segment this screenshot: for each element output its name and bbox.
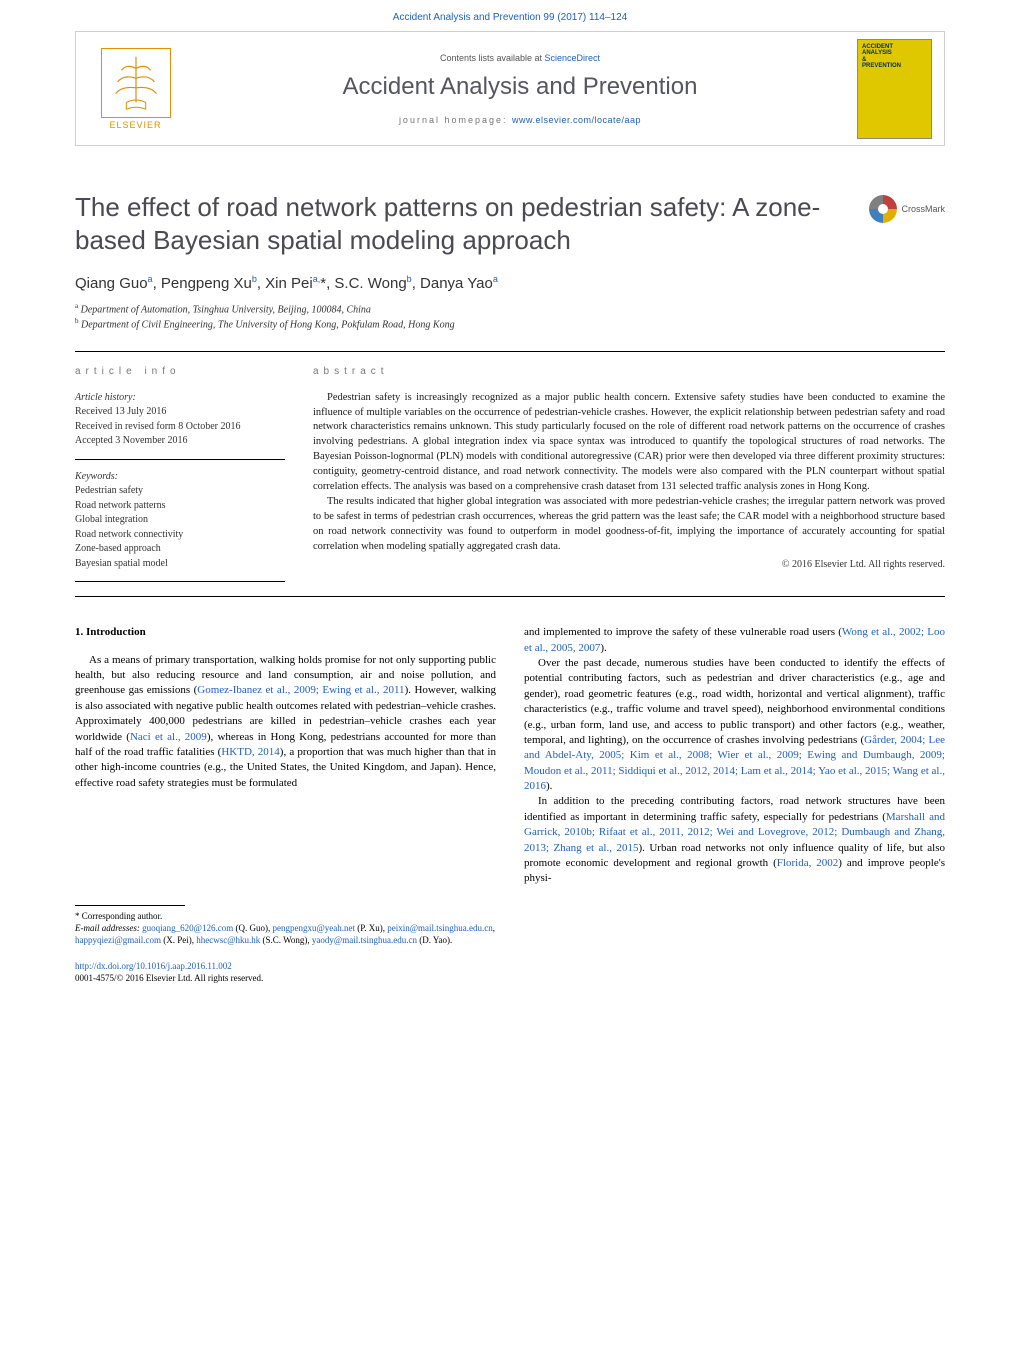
history-heading: Article history: (75, 391, 285, 406)
title-row: The effect of road network patterns on p… (75, 191, 945, 256)
cover-line-1: ANALYSIS (862, 50, 927, 57)
body-col-left: 1. Introduction As a means of primary tr… (75, 625, 496, 887)
contents-line: Contents lists available at ScienceDirec… (183, 53, 857, 63)
elsevier-logo: ELSEVIER (88, 39, 183, 139)
affiliations: a Department of Automation, Tsinghua Uni… (75, 302, 945, 333)
elsevier-tree-icon (101, 48, 171, 118)
abstract-p1: Pedestrian safety is increasingly recogn… (313, 391, 945, 495)
body-right-p3: In addition to the preceding contributin… (524, 794, 945, 886)
keyword-0: Pedestrian safety (75, 484, 285, 499)
abstract-column: abstract Pedestrian safety is increasing… (313, 366, 945, 583)
abstract-copyright: © 2016 Elsevier Ltd. All rights reserved… (313, 559, 945, 570)
contents-text: Contents lists available at (440, 53, 545, 63)
abstract-label: abstract (313, 366, 945, 377)
abstract-text: Pedestrian safety is increasingly recogn… (313, 391, 945, 555)
body-right-p1: and implemented to improve the safety of… (524, 625, 945, 656)
journal-header-box: ELSEVIER Contents lists available at Sci… (75, 31, 945, 146)
elsevier-wordmark: ELSEVIER (109, 120, 161, 130)
body-columns: 1. Introduction As a means of primary tr… (75, 625, 945, 887)
cover-line-3: PREVENTION (862, 63, 927, 70)
history-2: Accepted 3 November 2016 (75, 434, 285, 449)
footnote-rule (75, 905, 185, 906)
homepage-link[interactable]: www.elsevier.com/locate/aap (512, 115, 641, 125)
keywords-block: Keywords: Pedestrian safety Road network… (75, 470, 285, 583)
affiliation-a: a Department of Automation, Tsinghua Uni… (75, 302, 945, 317)
homepage-label: journal homepage: (399, 115, 512, 125)
body-left-p1: As a means of primary transportation, wa… (75, 653, 496, 792)
article-title: The effect of road network patterns on p… (75, 191, 849, 256)
page-footer: http://dx.doi.org/10.1016/j.aap.2016.11.… (75, 960, 945, 984)
doi-link[interactable]: http://dx.doi.org/10.1016/j.aap.2016.11.… (75, 960, 945, 972)
corresponding-author-note: * Corresponding author. (75, 910, 495, 922)
keyword-5: Bayesian spatial model (75, 557, 285, 572)
keyword-1: Road network patterns (75, 499, 285, 514)
authors-line: Qiang Guoa, Pengpeng Xub, Xin Peia,*, S.… (75, 274, 945, 292)
running-head: Accident Analysis and Prevention 99 (201… (0, 0, 1020, 31)
affiliation-b: b Department of Civil Engineering, The U… (75, 317, 945, 332)
body-right-p2: Over the past decade, numerous studies h… (524, 656, 945, 795)
crossmark-icon (869, 195, 897, 223)
journal-name: Accident Analysis and Prevention (183, 73, 857, 101)
article-info-label: article info (75, 366, 285, 377)
keyword-3: Road network connectivity (75, 528, 285, 543)
cover-line-0: ACCIDENT (862, 44, 927, 51)
journal-homepage: journal homepage: www.elsevier.com/locat… (183, 115, 857, 125)
issn-copyright: 0001-4575/© 2016 Elsevier Ltd. All right… (75, 972, 945, 984)
email-label: E-mail addresses: (75, 923, 142, 933)
rule-below-abstract (75, 596, 945, 597)
sciencedirect-link[interactable]: ScienceDirect (545, 53, 601, 63)
history-1: Received in revised form 8 October 2016 (75, 420, 285, 435)
keyword-2: Global integration (75, 513, 285, 528)
email-addresses: E-mail addresses: guoqiang_620@126.com (… (75, 922, 495, 946)
abstract-p2: The results indicated that higher global… (313, 495, 945, 555)
cover-line-2: & (862, 57, 927, 64)
info-abstract-row: article info Article history: Received 1… (75, 366, 945, 583)
keyword-4: Zone-based approach (75, 542, 285, 557)
footnotes: * Corresponding author. E-mail addresses… (75, 905, 495, 946)
crossmark-label: CrossMark (901, 204, 945, 214)
section-heading-1: 1. Introduction (75, 625, 496, 640)
journal-cover-thumbnail: ACCIDENT ANALYSIS & PREVENTION (857, 39, 932, 139)
header-center: Contents lists available at ScienceDirec… (183, 53, 857, 125)
keywords-heading: Keywords: (75, 470, 285, 485)
article-history: Article history: Received 13 July 2016 R… (75, 391, 285, 460)
article-info-column: article info Article history: Received 1… (75, 366, 285, 583)
crossmark-badge[interactable]: CrossMark (869, 195, 945, 223)
rule-top (75, 351, 945, 352)
body-col-right: and implemented to improve the safety of… (524, 625, 945, 887)
history-0: Received 13 July 2016 (75, 405, 285, 420)
